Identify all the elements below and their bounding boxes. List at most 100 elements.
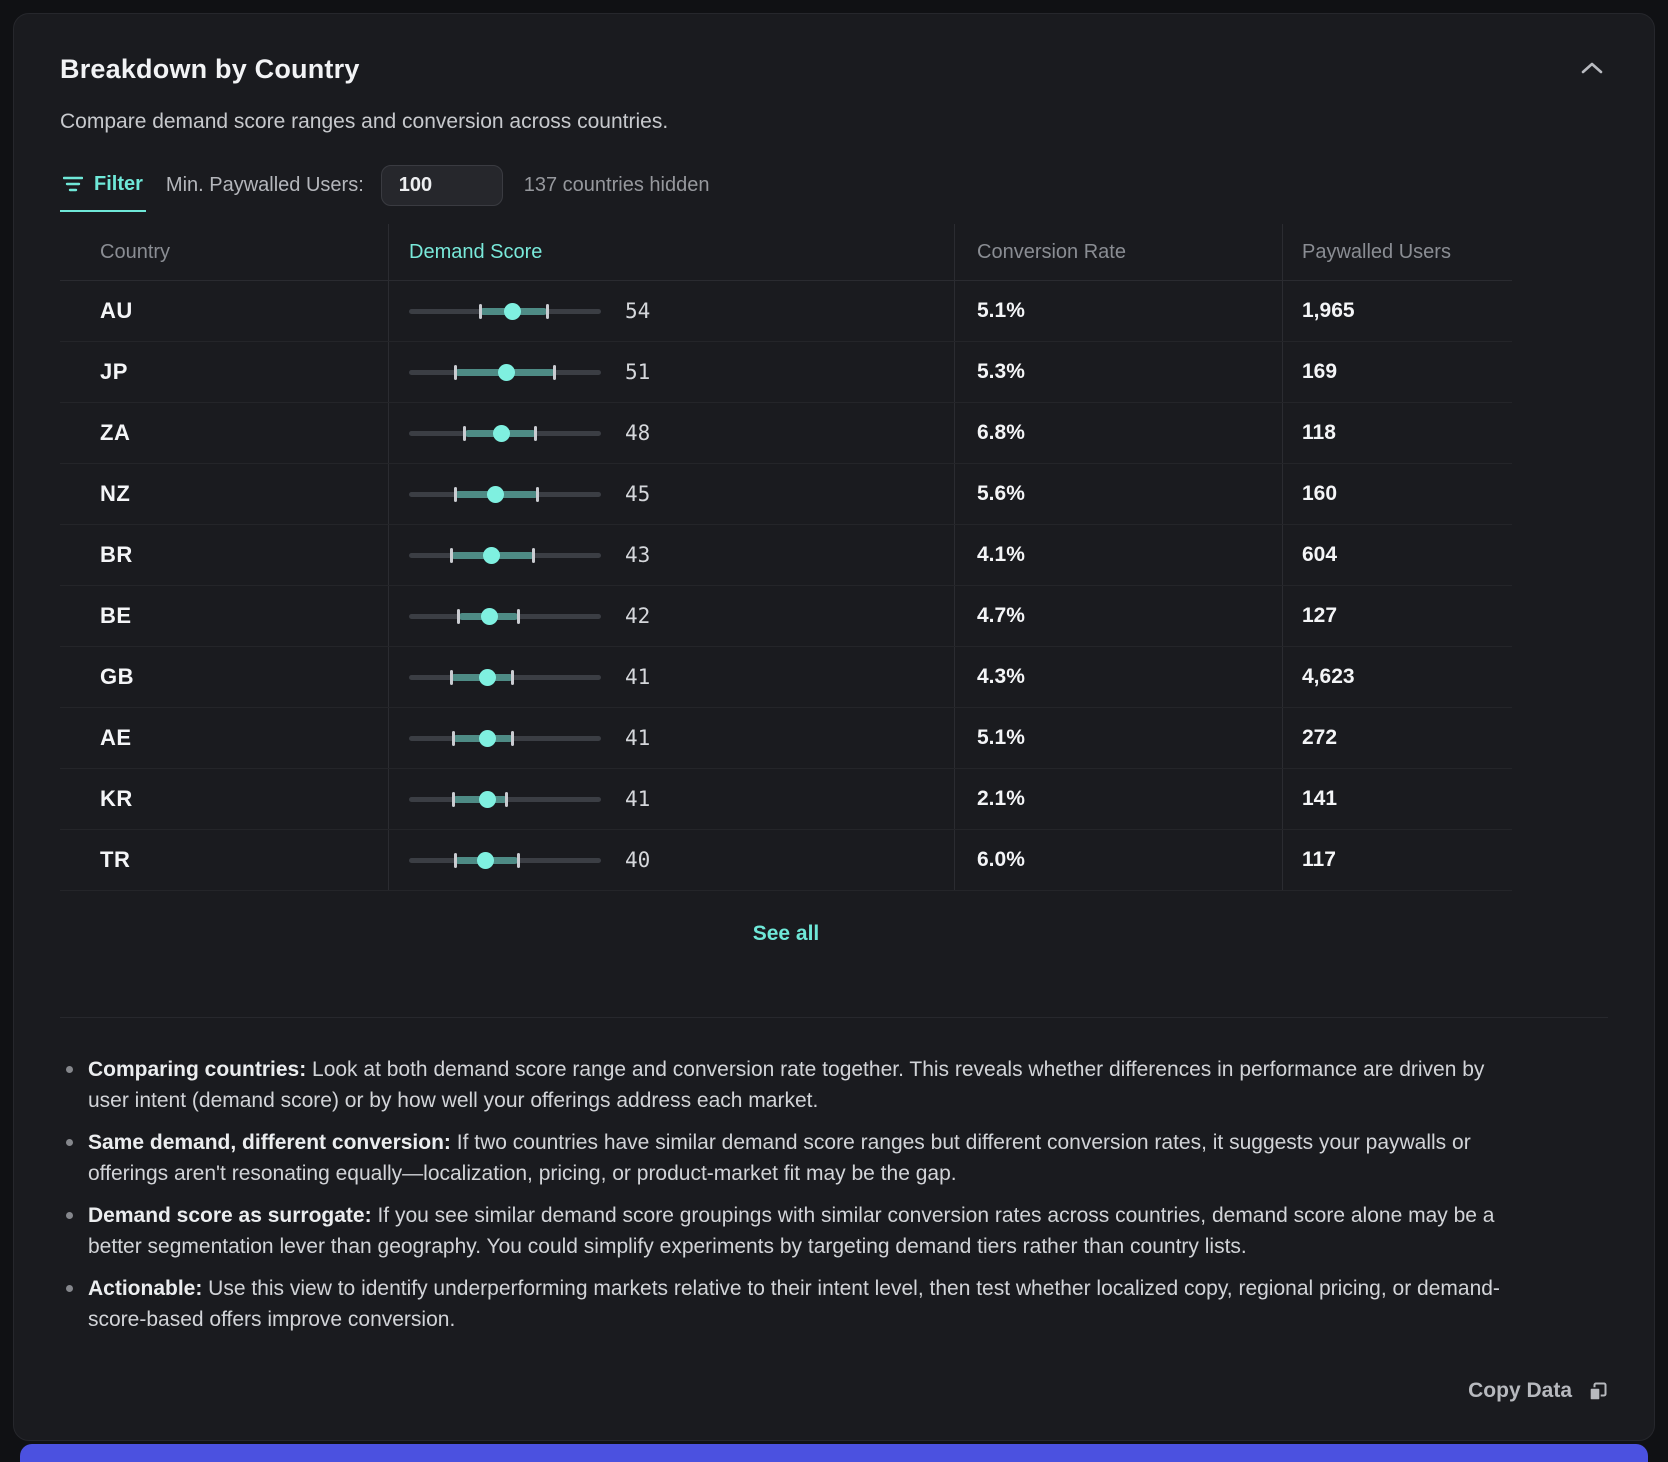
note-item: Actionable: Use this view to identify un… (60, 1273, 1520, 1335)
column-header-demand-score[interactable]: Demand Score (389, 224, 955, 280)
country-cell: ZA (60, 403, 389, 463)
copy-data-label: Copy Data (1468, 1379, 1572, 1402)
conversion-rate-cell: 4.7% (955, 586, 1283, 646)
range-low-tick (453, 486, 457, 502)
note-text: Use this view to identify underperformin… (88, 1277, 1500, 1331)
score-dot[interactable] (481, 607, 499, 625)
filter-tab[interactable]: Filter (60, 158, 146, 212)
copy-data-button[interactable]: Copy Data (60, 1379, 1608, 1403)
score-dot[interactable] (477, 851, 495, 869)
range-high-tick (532, 547, 536, 563)
copy-icon (1589, 1382, 1607, 1401)
collapse-button[interactable] (1576, 56, 1608, 83)
score-value: 42 (625, 604, 651, 628)
country-cell: BE (60, 586, 389, 646)
demand-score-slider[interactable] (409, 667, 601, 688)
column-header-paywalled-users[interactable]: Paywalled Users (1302, 240, 1451, 263)
paywalled-users-value: 1,965 (1302, 299, 1355, 322)
paywalled-users-cell: 4,623 (1283, 647, 1512, 707)
country-cell: KR (60, 769, 389, 829)
hidden-countries-note: 137 countries hidden (523, 173, 710, 196)
conversion-rate-cell: 2.1% (955, 769, 1283, 829)
country-code: BE (100, 603, 132, 628)
min-paywalled-label: Min. Paywalled Users: (165, 173, 364, 196)
score-dot[interactable] (479, 729, 497, 747)
score-dot[interactable] (498, 363, 516, 381)
range-low-tick (453, 852, 457, 868)
card-subtitle: Compare demand score ranges and conversi… (60, 110, 669, 133)
range-high-tick (545, 303, 549, 319)
table-row: JP 51 5.3% 169 (60, 342, 1512, 403)
column-header-conversion-rate[interactable]: Conversion Rate (955, 224, 1283, 280)
score-dot[interactable] (479, 668, 497, 686)
table-row: KR 41 2.1% 141 (60, 769, 1512, 830)
note-text: If you see similar demand score grouping… (88, 1204, 1495, 1258)
note-item: Same demand, different conversion: If tw… (60, 1127, 1520, 1189)
min-paywalled-input[interactable] (380, 164, 503, 206)
filter-row: Filter Min. Paywalled Users: 137 countri… (60, 158, 1608, 212)
demand-score-slider[interactable] (409, 362, 601, 383)
table-row: GB 41 4.3% 4,623 (60, 647, 1512, 708)
score-value: 43 (625, 543, 651, 567)
note-item: Demand score as surrogate: If you see si… (60, 1200, 1520, 1262)
score-value: 54 (625, 299, 651, 323)
paywalled-users-cell: 169 (1283, 342, 1512, 402)
demand-score-slider[interactable] (409, 606, 601, 627)
score-value: 51 (625, 360, 651, 384)
demand-score-slider[interactable] (409, 728, 601, 749)
note-lead: Same demand, different conversion: (88, 1131, 451, 1154)
table-body: AU 54 5.1% 1,965 JP (60, 281, 1512, 891)
demand-score-slider[interactable] (409, 423, 601, 444)
score-dot[interactable] (492, 424, 510, 442)
table-row: ZA 48 6.8% 118 (60, 403, 1512, 464)
paywalled-users-value: 604 (1302, 543, 1338, 566)
demand-score-slider[interactable] (409, 484, 601, 505)
range-high-tick (553, 364, 557, 380)
range-low-tick (449, 547, 453, 563)
country-cell: GB (60, 647, 389, 707)
paywalled-users-cell: 160 (1283, 464, 1512, 524)
conversion-rate-cell: 6.0% (955, 830, 1283, 890)
paywalled-users-cell: 272 (1283, 708, 1512, 768)
page-title: Breakdown by Country (60, 54, 360, 84)
paywalled-users-value: 4,623 (1302, 665, 1355, 688)
conversion-rate-cell: 6.8% (955, 403, 1283, 463)
demand-score-slider[interactable] (409, 789, 601, 810)
paywalled-users-value: 169 (1302, 360, 1338, 383)
demand-score-slider[interactable] (409, 850, 601, 871)
filter-icon (63, 176, 83, 192)
demand-score-cell: 42 (389, 586, 955, 646)
range-low-tick (478, 303, 482, 319)
conversion-rate-value: 5.1% (977, 726, 1025, 749)
conversion-rate-cell: 4.3% (955, 647, 1283, 707)
table-header-row: Country Demand Score Conversion Rate Pay… (60, 224, 1512, 281)
range-low-tick (463, 425, 467, 441)
country-code: GB (100, 664, 134, 689)
bullet-icon (66, 1066, 73, 1073)
paywalled-users-cell: 141 (1283, 769, 1512, 829)
paywalled-users-cell: 1,965 (1283, 281, 1512, 341)
column-header-country[interactable]: Country (60, 224, 389, 280)
paywalled-users-value: 272 (1302, 726, 1338, 749)
bullet-icon (66, 1212, 73, 1219)
score-dot[interactable] (504, 302, 522, 320)
breakdown-card: Breakdown by Country Compare demand scor… (13, 13, 1655, 1441)
see-all-link[interactable]: See all (752, 922, 820, 945)
conversion-rate-value: 2.1% (977, 787, 1025, 810)
range-high-tick (511, 669, 515, 685)
note-item: Comparing countries: Look at both demand… (60, 1054, 1520, 1116)
demand-score-slider[interactable] (409, 545, 601, 566)
table-row: AU 54 5.1% 1,965 (60, 281, 1512, 342)
range-high-tick (511, 730, 515, 746)
conversion-rate-value: 4.7% (977, 604, 1025, 627)
conversion-rate-cell: 5.1% (955, 708, 1283, 768)
demand-score-slider[interactable] (409, 301, 601, 322)
score-dot[interactable] (486, 485, 504, 503)
demand-score-cell: 54 (389, 281, 955, 341)
paywalled-users-value: 117 (1302, 848, 1336, 871)
score-dot[interactable] (479, 790, 497, 808)
conversion-rate-value: 5.6% (977, 482, 1025, 505)
bottom-bar[interactable] (20, 1444, 1648, 1462)
range-low-tick (457, 608, 461, 624)
score-dot[interactable] (483, 546, 501, 564)
